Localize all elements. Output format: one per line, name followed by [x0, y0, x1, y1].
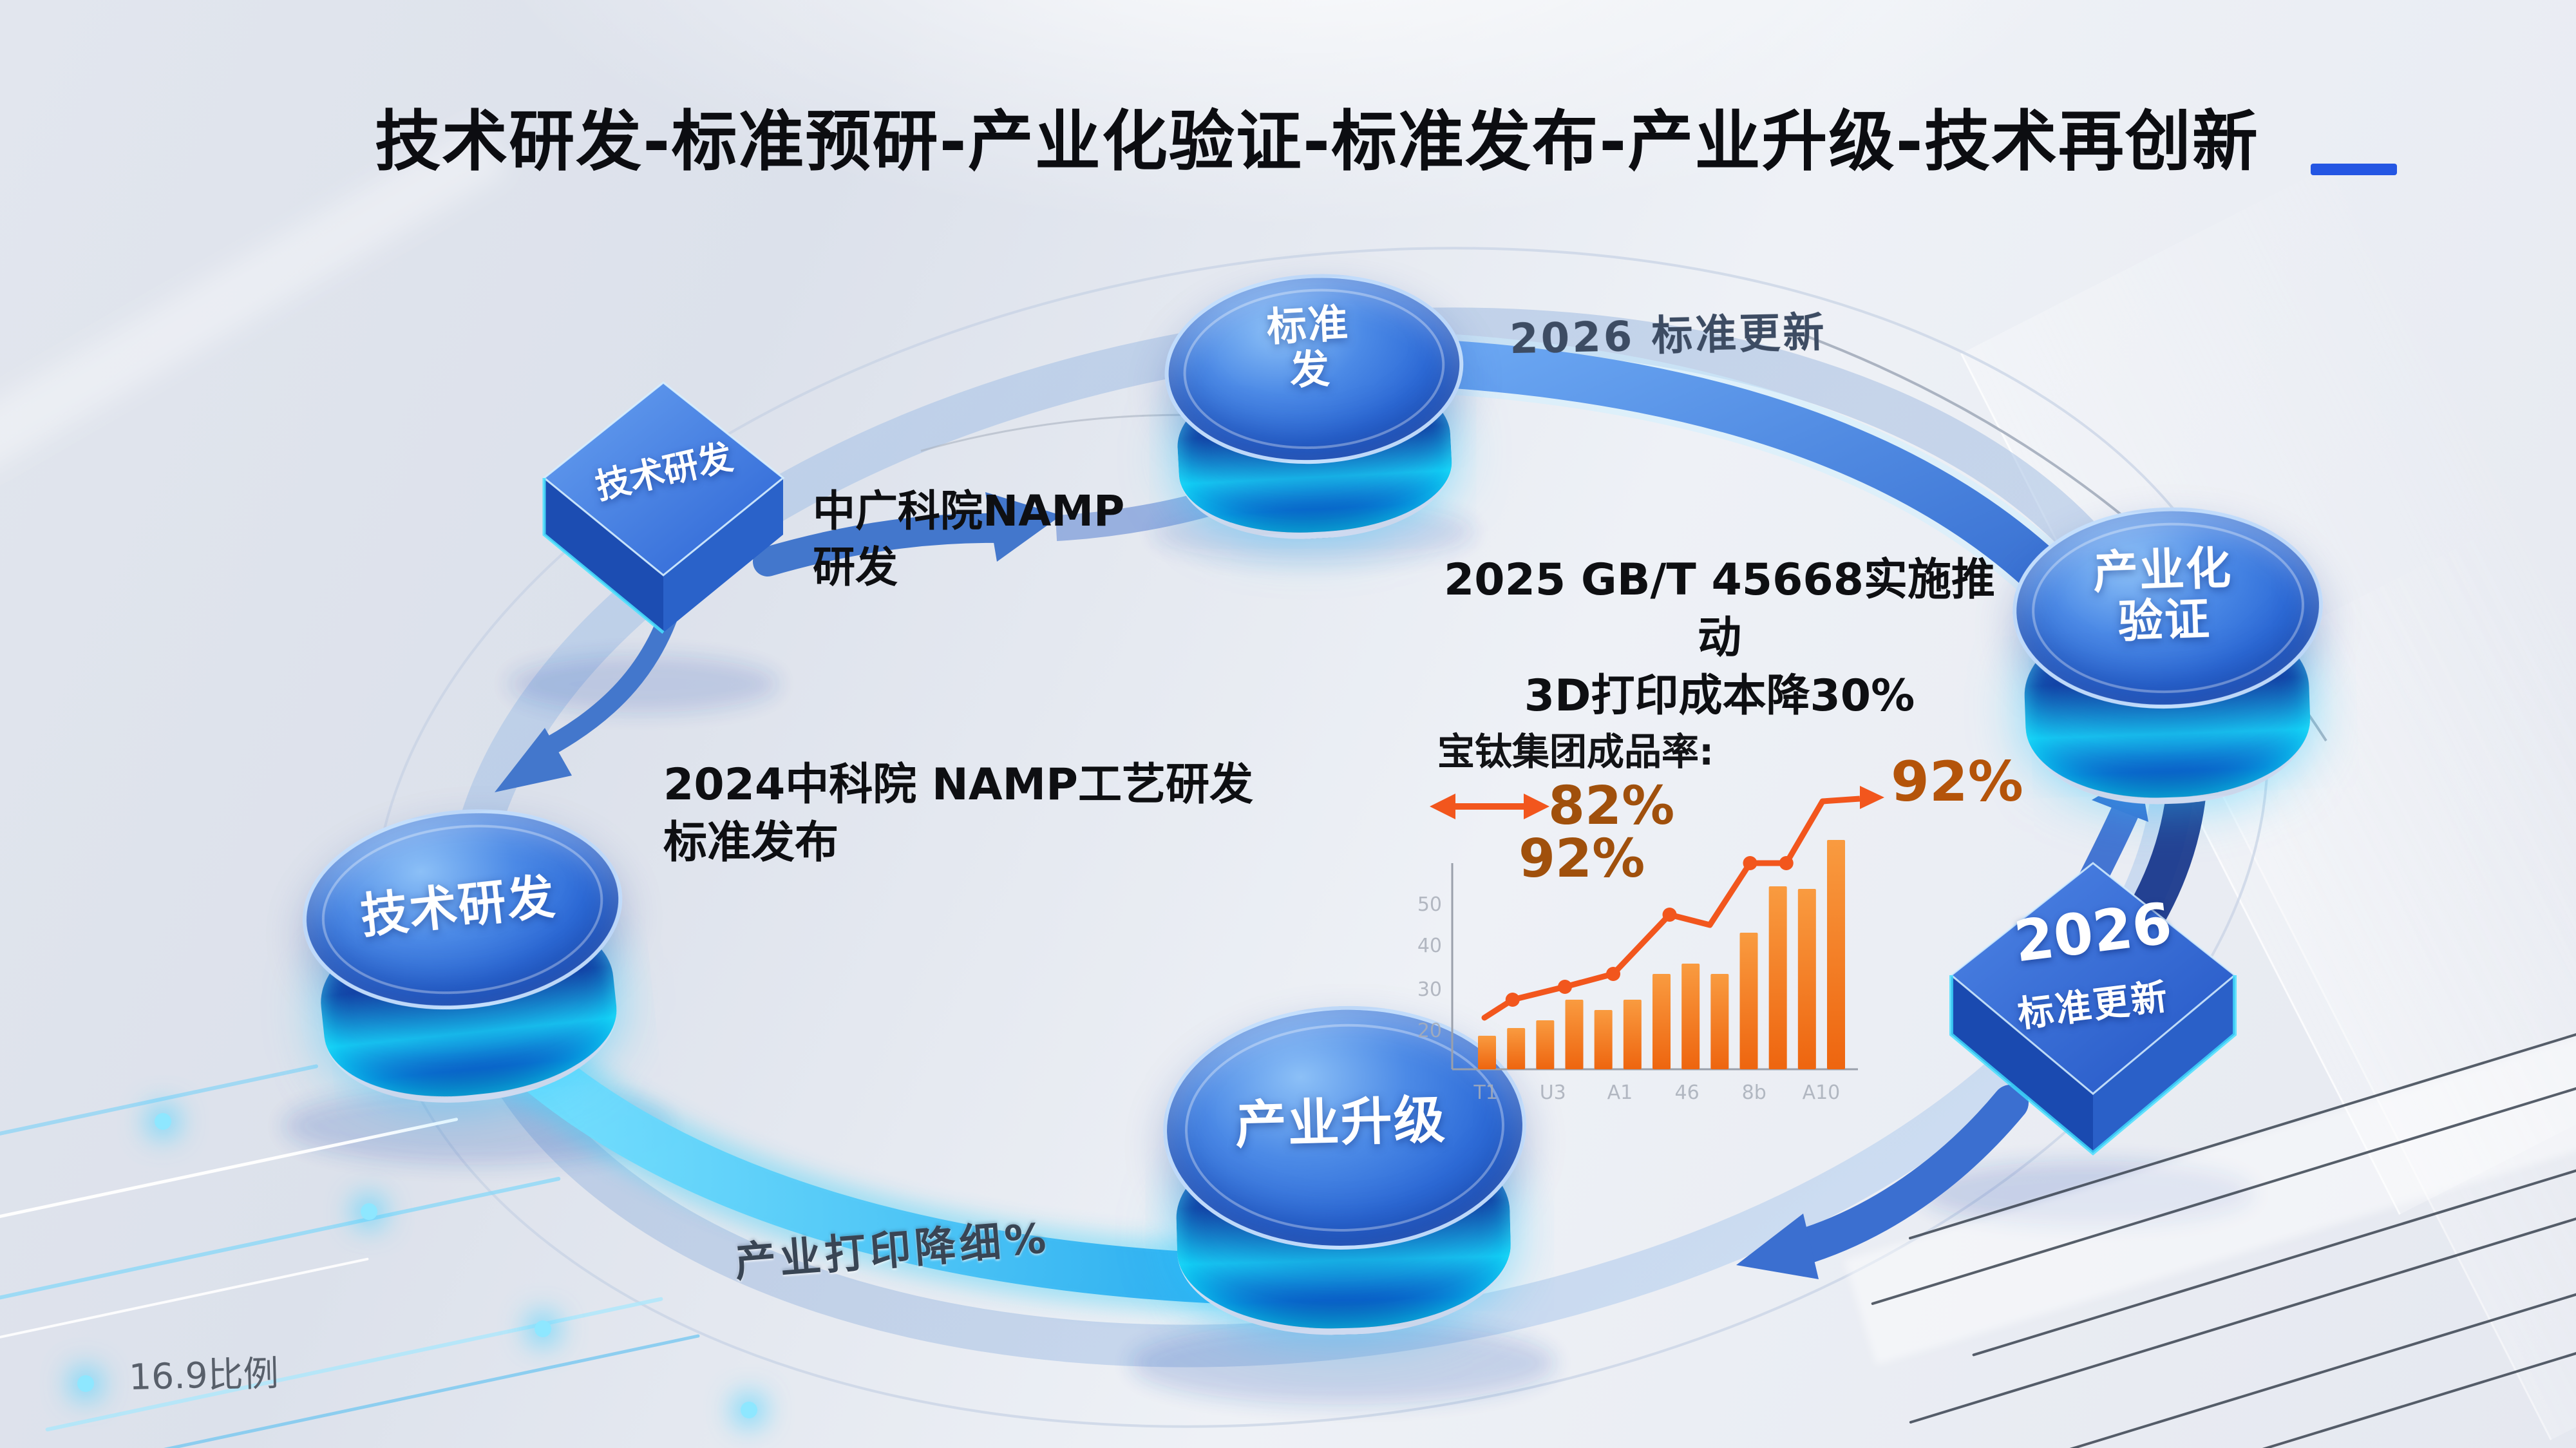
bar — [1681, 964, 1700, 1069]
trace-line — [2022, 1281, 2576, 1448]
data-point-dot — [1662, 908, 1677, 922]
circuit-node-dot — [77, 1375, 94, 1392]
note-line: 研发 — [813, 542, 898, 593]
circuit-line — [0, 1334, 700, 1448]
bar — [1653, 974, 1671, 1069]
bar — [1594, 1010, 1613, 1069]
node-industrial-validation: 产业化 验证 — [2009, 502, 2327, 822]
left-arrow-icon — [1430, 794, 1455, 819]
note-line: 2025 GB/T 45668实施推动 — [1443, 555, 1996, 663]
bar — [1536, 1020, 1555, 1069]
right-arrow-icon — [1524, 794, 1549, 819]
node-standard-release: 标准 发 — [1160, 266, 1468, 558]
x-tick-label: A1 — [1607, 1081, 1633, 1104]
circuit-node-dot — [535, 1320, 551, 1337]
circuit-line — [0, 1176, 561, 1301]
bar — [1710, 974, 1729, 1069]
bar — [1478, 1036, 1496, 1069]
x-tick-label: U3 — [1540, 1081, 1566, 1104]
arrow-update-to-upgrade — [1736, 1085, 2029, 1279]
bar — [1623, 1000, 1642, 1069]
x-tick-label: 8b — [1742, 1081, 1766, 1104]
chart-start-label-bottom: 92% — [1519, 828, 1645, 890]
yield-chart: 宝钛集团成品率: 82% 92% 92% 50 40 30 20 T1 U3 A1 46 8b A… — [1417, 709, 2029, 1172]
circuit-node-dot — [741, 1402, 757, 1418]
node-label: 产业化 验证 — [2092, 541, 2233, 649]
y-tick-label: 20 — [1417, 1020, 1442, 1042]
right-arrow-icon — [1860, 786, 1884, 809]
cyan-flow-arc — [451, 985, 1304, 1316]
node-tech-rd: 技术研发 — [292, 794, 636, 1134]
label-2026-standard-update: 2026 标准更新 — [1509, 309, 1828, 364]
x-tick-label: 46 — [1674, 1081, 1699, 1104]
circuit-line — [0, 1257, 369, 1354]
bar — [1797, 889, 1816, 1069]
arrowhead-ne-icon — [985, 492, 1061, 562]
bar — [1739, 933, 1758, 1069]
arrowhead-w-icon — [1736, 1214, 1819, 1279]
chart-start-label-top: 82% — [1548, 776, 1675, 837]
bar — [1768, 886, 1787, 1069]
note-line: 2024中科院 NAMP工艺研发 — [663, 759, 1253, 810]
note-namp-rd: 中广科院NAMP 研发 — [813, 483, 1124, 595]
data-point-dot — [1505, 993, 1520, 1007]
bar — [1565, 1000, 1584, 1069]
node-label: 标准 发 — [1265, 299, 1350, 395]
yield-chart-canvas: 50 40 30 20 T1 U3 A1 46 8b A10 — [1417, 786, 1884, 1104]
bar — [1827, 840, 1845, 1069]
circuit-node-dot — [361, 1203, 377, 1220]
circuit-decor-left — [0, 1043, 863, 1448]
y-tick-label: 40 — [1417, 935, 1442, 957]
end-arrow-shaft — [1822, 795, 1861, 805]
note-line: 标准发布 — [663, 817, 839, 868]
cube-tech-rd — [542, 381, 785, 634]
y-tick-label: 50 — [1417, 893, 1442, 916]
x-tick-label: A10 — [1803, 1081, 1841, 1104]
circuit-node-dot — [155, 1113, 171, 1130]
arrowhead-sw-icon — [495, 728, 572, 792]
y-tick-label: 30 — [1417, 978, 1442, 1001]
data-point-dot — [1779, 856, 1794, 870]
trace-line — [2110, 1340, 2576, 1448]
chart-end-label: 92% — [1891, 750, 2023, 814]
page-title: 技术研发-标准预研-产业化验证-标准发布-产业升级-技术再创新 — [375, 104, 2259, 180]
cube-2026-update — [1949, 862, 2237, 1156]
data-point-dot — [1743, 856, 1757, 870]
title-underline — [2311, 164, 2397, 175]
note-line: 中广科院NAMP — [813, 486, 1125, 536]
bar — [1507, 1028, 1526, 1069]
x-tick-label: T1 — [1473, 1081, 1497, 1104]
note-cas-2024: 2024中科院 NAMP工艺研发 标准发布 — [663, 756, 1253, 872]
data-point-dot — [1606, 967, 1620, 981]
note-line: 3D打印成本降30% — [1524, 670, 1915, 721]
chart-title: 宝钛集团成品率: — [1437, 730, 1714, 774]
data-point-dot — [1558, 980, 1572, 994]
note-gbt-45668: 2025 GB/T 45668实施推动 3D打印成本降30% — [1436, 551, 2003, 725]
note-ratio: 16.9比例 — [128, 1352, 279, 1398]
circuit-line — [0, 1063, 319, 1143]
